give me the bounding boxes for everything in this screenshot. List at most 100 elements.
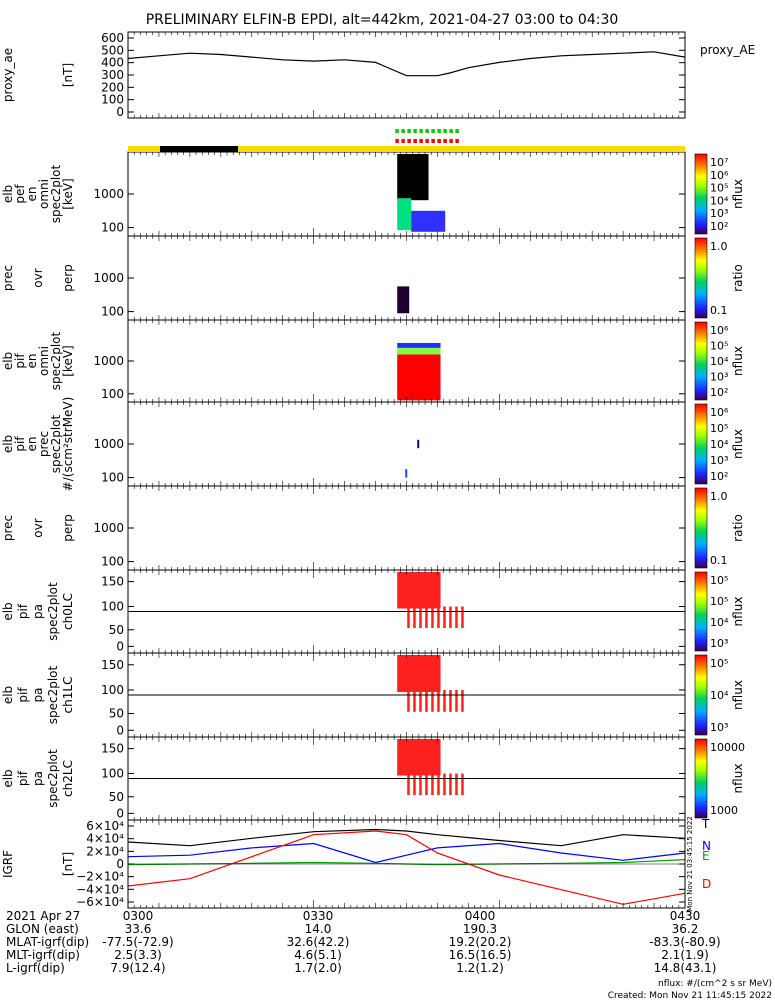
panel-0-ytick: 300 bbox=[101, 68, 124, 82]
heatmap-block bbox=[397, 572, 441, 609]
colorbar-label: 10⁴ bbox=[710, 194, 729, 207]
panel-9-ytick: 0 bbox=[116, 857, 124, 871]
marker-red bbox=[431, 139, 435, 143]
panel-8-ylabel-2: pa bbox=[31, 771, 45, 786]
table-cell: 1.7(2.0) bbox=[294, 961, 342, 975]
legend-T: T bbox=[701, 817, 710, 831]
colorbar-label: 10⁵ bbox=[710, 182, 728, 195]
panel-0-ytick: 0 bbox=[116, 105, 124, 119]
heatmap-strip bbox=[425, 606, 428, 629]
table-cell: 0300 bbox=[123, 909, 154, 923]
heatmap-strip bbox=[449, 773, 452, 796]
colorbar-label: 10⁵ bbox=[710, 340, 728, 353]
panel-4-ytick: 100 bbox=[101, 471, 124, 485]
colorbar-title: nflux bbox=[731, 346, 745, 376]
heatmap-strip bbox=[461, 773, 464, 796]
panel-8-ylabel: elb pif pa spec2plot ch2LC bbox=[1, 749, 75, 808]
panel-6-ylabel-0: elb bbox=[1, 602, 15, 620]
colorbar-label: 10⁶ bbox=[710, 324, 729, 337]
panel-7-ylabel-3: spec2plot bbox=[46, 665, 60, 724]
panel-0-ylabel: proxy_ae [nT] bbox=[1, 48, 75, 102]
chart-title: PRELIMINARY ELFIN-B EPDI, alt=442km, 202… bbox=[146, 12, 619, 28]
legend-N: N bbox=[702, 839, 711, 853]
heatmap-strip bbox=[461, 689, 464, 712]
colorbar-title: ratio bbox=[731, 514, 745, 542]
panel-0-ytick: 500 bbox=[101, 43, 124, 57]
panel-2-ytick: 1000 bbox=[93, 271, 124, 285]
series-line-N bbox=[127, 842, 686, 864]
panel-8-ylabel-0: elb bbox=[1, 769, 15, 787]
colorbar-title: nflux bbox=[731, 429, 745, 459]
panel-1-yticks: 1000 100 bbox=[93, 187, 685, 235]
panel-5-ylabel-1: ovr bbox=[31, 518, 45, 537]
panel-6-ylabel-4: ch0LC bbox=[61, 593, 75, 630]
panel-3-ylabel-4: spec2plot bbox=[49, 331, 63, 390]
heatmap-block bbox=[397, 198, 412, 231]
colorbar-label: 10⁵ bbox=[710, 657, 728, 670]
panel-frame bbox=[127, 31, 686, 119]
colorbar-label: 0.1 bbox=[710, 304, 728, 317]
panel-8-yticks: 150 100 50 0 bbox=[101, 742, 685, 820]
table-cell: 33.6 bbox=[125, 922, 152, 936]
panel-6-ytick: 50 bbox=[109, 623, 124, 637]
table-cell: 1.2(1.2) bbox=[456, 961, 504, 975]
footer-units: nflux: #/(cm^2 s sr MeV) bbox=[658, 979, 772, 989]
heatmap-strip bbox=[425, 689, 428, 712]
colorbar-label: 10⁵ bbox=[710, 574, 728, 587]
marker-red bbox=[449, 139, 453, 143]
heatmap-block bbox=[397, 739, 441, 776]
colorbar-label: 10⁴ bbox=[710, 689, 729, 702]
marker-green bbox=[443, 129, 447, 133]
table-cell: 2.5(3.3) bbox=[114, 948, 162, 962]
panel-8-ytick: 50 bbox=[109, 790, 124, 804]
colorbar-label: 10⁵ bbox=[710, 595, 728, 608]
table-row-label: L-igrf(dip) bbox=[6, 961, 65, 975]
panel-8-ytick: 100 bbox=[101, 767, 124, 781]
panel-0-ylabel-1: [nT] bbox=[61, 63, 75, 87]
panel-4-ylabel-3: prec bbox=[37, 431, 51, 457]
panel-6-ytick: 100 bbox=[101, 600, 124, 614]
colorbar-label: 10² bbox=[710, 220, 728, 233]
table-cell: 14.0 bbox=[305, 922, 332, 936]
marker-green bbox=[413, 129, 417, 133]
colorbar-title: ratio bbox=[731, 264, 745, 292]
heatmap-block bbox=[397, 655, 441, 692]
legend-E: E bbox=[702, 849, 710, 863]
panel-5-ylabel: prec ovr perp bbox=[1, 514, 75, 542]
panel-6-ytick: 150 bbox=[101, 575, 124, 589]
table-cell: 190.3 bbox=[463, 922, 497, 936]
panel-3-ylabel-0: elb bbox=[1, 352, 15, 370]
igrf-side-note: Mon Nov 21 03:45:15 2022 bbox=[686, 816, 694, 911]
panel-5-ylabel-2: perp bbox=[61, 514, 75, 542]
marker-green bbox=[395, 129, 399, 133]
marker-green bbox=[425, 129, 429, 133]
heatmap-strip bbox=[461, 606, 464, 629]
marker-green bbox=[437, 129, 441, 133]
colorbar-label: 10³ bbox=[710, 207, 728, 220]
legend-proxy-ae: proxy_AE bbox=[700, 43, 755, 57]
marker-green bbox=[431, 129, 435, 133]
panel-1-ytick: 100 bbox=[101, 221, 124, 235]
table-cell: 7.9(12.4) bbox=[110, 961, 165, 975]
panel-3-ylabel-5: [keV] bbox=[61, 345, 75, 376]
heatmap-strip bbox=[419, 689, 422, 712]
panel-4-ylabel-2: en bbox=[25, 437, 39, 452]
table-cell: 16.5(16.5) bbox=[449, 948, 512, 962]
orbit-bar bbox=[128, 146, 685, 152]
colorbar-label: 10⁴ bbox=[710, 438, 729, 451]
panel-9-ylabel-0: IGRF bbox=[1, 850, 15, 878]
colorbar-label: 0.1 bbox=[710, 554, 728, 567]
panel-1-ylabel-5: [keV] bbox=[61, 178, 75, 209]
panel-4-ylabel-0: elb bbox=[1, 435, 15, 453]
panel-9-ytick: −2×10⁴ bbox=[76, 870, 124, 884]
panel-1-ylabel-3: omni bbox=[37, 179, 51, 209]
panel-3-ytick: 100 bbox=[101, 387, 124, 401]
heatmap-strip bbox=[425, 773, 428, 796]
